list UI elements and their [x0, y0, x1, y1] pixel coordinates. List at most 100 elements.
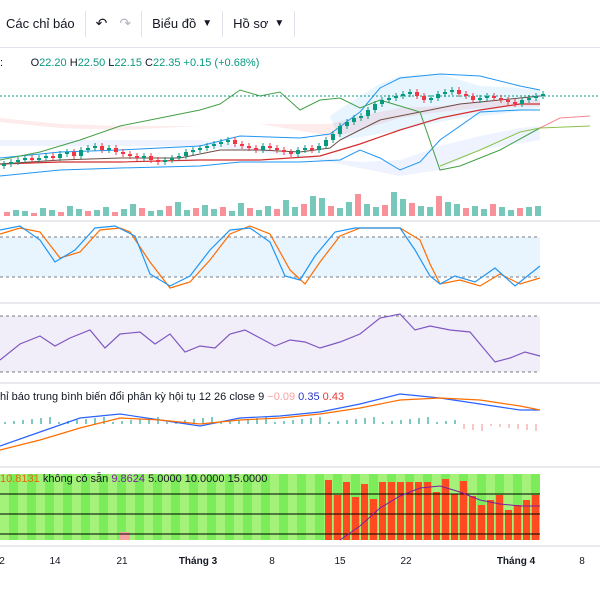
- candle-body: [429, 98, 433, 100]
- indicators-button[interactable]: Các chỉ báo: [0, 8, 81, 40]
- symbol-fragment: :: [0, 57, 4, 69]
- candle-body: [359, 116, 363, 118]
- bottom-green-bar: [180, 474, 189, 540]
- bottom-red-bar: [514, 505, 521, 540]
- bottom-green-bar: [126, 474, 135, 540]
- profile-dropdown[interactable]: Hồ sơ ▼: [227, 8, 290, 40]
- bottom-red-bar: [406, 482, 413, 540]
- volume-bar: [94, 210, 100, 216]
- candle-body: [233, 140, 237, 144]
- chevron-down-icon: ▼: [274, 18, 285, 29]
- candle-body: [149, 156, 153, 160]
- cloud-red: [0, 100, 540, 138]
- macd-hist-bar: [337, 421, 339, 424]
- time-axis-label: 14: [49, 556, 61, 567]
- volume-bar: [328, 206, 334, 216]
- bottom-red-bar: [334, 495, 341, 540]
- macd-hist-bar: [49, 417, 51, 424]
- candle-body: [100, 146, 104, 150]
- candle-body: [93, 146, 97, 148]
- stochastic-pane: [0, 225, 541, 289]
- bottom-red-bar: [532, 495, 539, 540]
- redo-icon[interactable]: ↷: [119, 15, 132, 31]
- macd-hist-bar: [166, 422, 168, 424]
- toolbar-divider: [84, 10, 86, 37]
- volume-bar: [481, 209, 487, 216]
- candle-body: [135, 156, 139, 158]
- macd-params: 12 26 close 9: [198, 391, 265, 403]
- macd-hist-bar: [292, 420, 294, 424]
- time-axis-label: 8: [579, 556, 585, 567]
- candle-body: [37, 158, 41, 160]
- volume-bar: [517, 208, 523, 216]
- undo-icon[interactable]: ↶: [95, 15, 108, 31]
- bottom-green-bar: [288, 474, 297, 540]
- volume-bar: [157, 210, 163, 216]
- volume-bar: [193, 208, 199, 216]
- macd-hist-bar: [400, 420, 402, 424]
- candle-body: [324, 140, 328, 146]
- candle-body: [198, 148, 202, 150]
- volume-bar: [166, 206, 172, 216]
- bottom-green-bar: [315, 474, 324, 540]
- volume-bar: [103, 207, 109, 216]
- candle-body: [534, 96, 538, 98]
- volume-bar: [76, 209, 82, 216]
- bottom-green-bar: [216, 474, 225, 540]
- price-pane: [0, 73, 600, 216]
- candle-body: [296, 150, 300, 154]
- macd-hist-bar: [310, 418, 312, 424]
- macd-hist-bar: [391, 421, 393, 424]
- bottom-green-bar: [189, 474, 198, 540]
- candle-body: [303, 148, 307, 150]
- time-axis-label: 2: [0, 556, 5, 567]
- volume-bar: [391, 192, 397, 216]
- bottom-green-bar: [243, 474, 252, 540]
- macd-hist-bar: [211, 417, 213, 424]
- chart-type-label: Biểu đồ: [152, 16, 197, 31]
- volume-bar: [220, 207, 226, 216]
- lower-band-line: [0, 109, 540, 177]
- stoch-slow-line: [0, 225, 541, 289]
- volume-bar: [373, 207, 379, 216]
- volume-bar: [292, 207, 298, 216]
- low-value: 22.15: [114, 57, 142, 69]
- volume-bar: [4, 212, 10, 216]
- bottom-red-bar: [415, 482, 422, 540]
- bottom-green-bar: [36, 474, 45, 540]
- bottom-green-bar: [171, 474, 180, 540]
- chart-type-dropdown[interactable]: Biểu đồ ▼: [146, 8, 218, 40]
- candle-body: [275, 148, 279, 150]
- candle-body: [520, 100, 524, 104]
- macd-legend: hỉ báo trung bình biến đổi phân kỳ hội t…: [0, 391, 344, 403]
- bottom-green-bar: [99, 474, 108, 540]
- candle-body: [205, 146, 209, 148]
- candle-body: [401, 94, 405, 96]
- macd-hist-bar: [76, 420, 78, 424]
- candle-body: [485, 96, 489, 98]
- bottom-green-bar: [504, 474, 513, 540]
- macd-hist-bar: [301, 419, 303, 424]
- indicators-label: Các chỉ báo: [6, 16, 75, 31]
- candle-body: [2, 164, 6, 166]
- candle-body: [247, 146, 251, 148]
- bb-fill: [330, 74, 540, 140]
- bottom-green-bar: [72, 474, 81, 540]
- stoch-fast-line: [0, 225, 541, 287]
- bottom-red-bar: [523, 500, 530, 540]
- volume-bar: [310, 196, 316, 216]
- tenkan-line: [0, 95, 541, 165]
- volume-bar: [364, 204, 370, 216]
- bottom-green-bar: [108, 474, 117, 540]
- macd-hist-bar: [22, 420, 24, 424]
- profile-label: Hồ sơ: [233, 16, 269, 31]
- candle-body: [331, 134, 335, 140]
- macd-hist-bar: [103, 417, 105, 424]
- candle-body: [65, 152, 69, 154]
- candle-body: [499, 98, 503, 100]
- candle-body: [114, 148, 118, 152]
- bottom-value-2: 9.8624: [111, 473, 145, 485]
- candle-body: [79, 150, 83, 156]
- future-span-line: [439, 125, 591, 167]
